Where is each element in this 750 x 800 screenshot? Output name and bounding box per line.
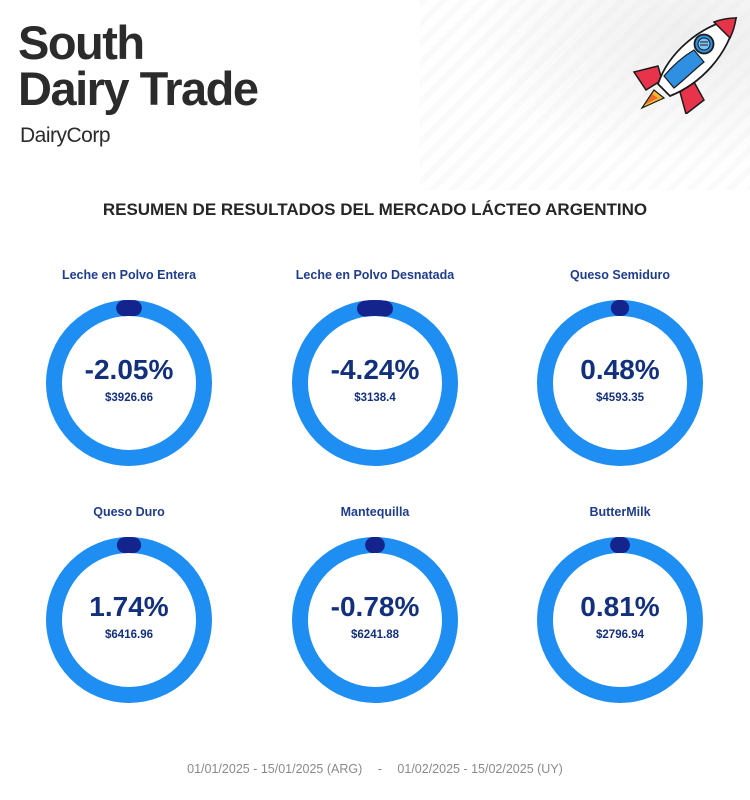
rocket-icon [632,16,738,114]
sub-brand-logo: DairyCorp [20,124,111,147]
donut-ring [292,537,458,703]
donut-percent-change: -0.78% [330,591,420,622]
donut-price: $3138.4 [354,392,396,404]
donut-card: Leche en Polvo Entera -2.05% $3926.66 [24,268,234,469]
donut-card: Queso Semiduro 0.48% $4593.35 [515,268,725,469]
donut-percent-change: 1.74% [89,591,169,622]
brand-logo-line2: Dairy Trade [18,62,259,115]
donut-card: ButterMilk 0.81% $2796.94 [515,505,725,706]
donut-price: $3926.66 [105,392,153,404]
donut-ring [292,300,458,466]
donut-percent-change: 0.48% [580,354,660,385]
donut-price: $6416.96 [105,629,153,641]
donut-card: Leche en Polvo Desnatada -4.24% $3138.4 [270,268,480,469]
donut-label: Mantequilla [340,505,410,519]
date-range-arg: 01/01/2025 - 15/01/2025 (ARG) [187,762,363,776]
donut-label: ButterMilk [589,505,651,519]
donut-ring [46,537,212,703]
brand-logo-line1: South [18,16,145,69]
donut-label: Queso Duro [93,505,165,519]
donut-percent-change: -4.24% [330,354,420,385]
donut-price: $2796.94 [596,629,644,641]
donut-label: Leche en Polvo Entera [61,268,197,282]
donut-card: Mantequilla -0.78% $6241.88 [270,505,480,706]
donut-ring [537,300,703,466]
date-range-uy: 01/02/2025 - 15/02/2025 (UY) [397,762,563,776]
brand-logo: South Dairy Trade [18,16,259,115]
donut-ring [537,537,703,703]
donut-card: Queso Duro 1.74% $6416.96 [24,505,234,706]
date-range-separator: - [377,762,382,776]
donut-percent-change: -2.05% [84,354,174,385]
donut-label: Queso Semiduro [569,268,671,282]
donut-label: Leche en Polvo Desnatada [295,268,455,282]
page-title: RESUMEN DE RESULTADOS DEL MERCADO LÁCTEO… [102,200,648,219]
donut-percent-change: 0.81% [580,591,660,622]
donut-change-marker [357,300,393,317]
donut-ring [46,300,212,466]
date-range-footer: 01/01/2025 - 15/01/2025 (ARG) - 01/02/20… [0,762,750,776]
donut-price: $6241.88 [351,629,399,641]
donut-price: $4593.35 [596,392,644,404]
